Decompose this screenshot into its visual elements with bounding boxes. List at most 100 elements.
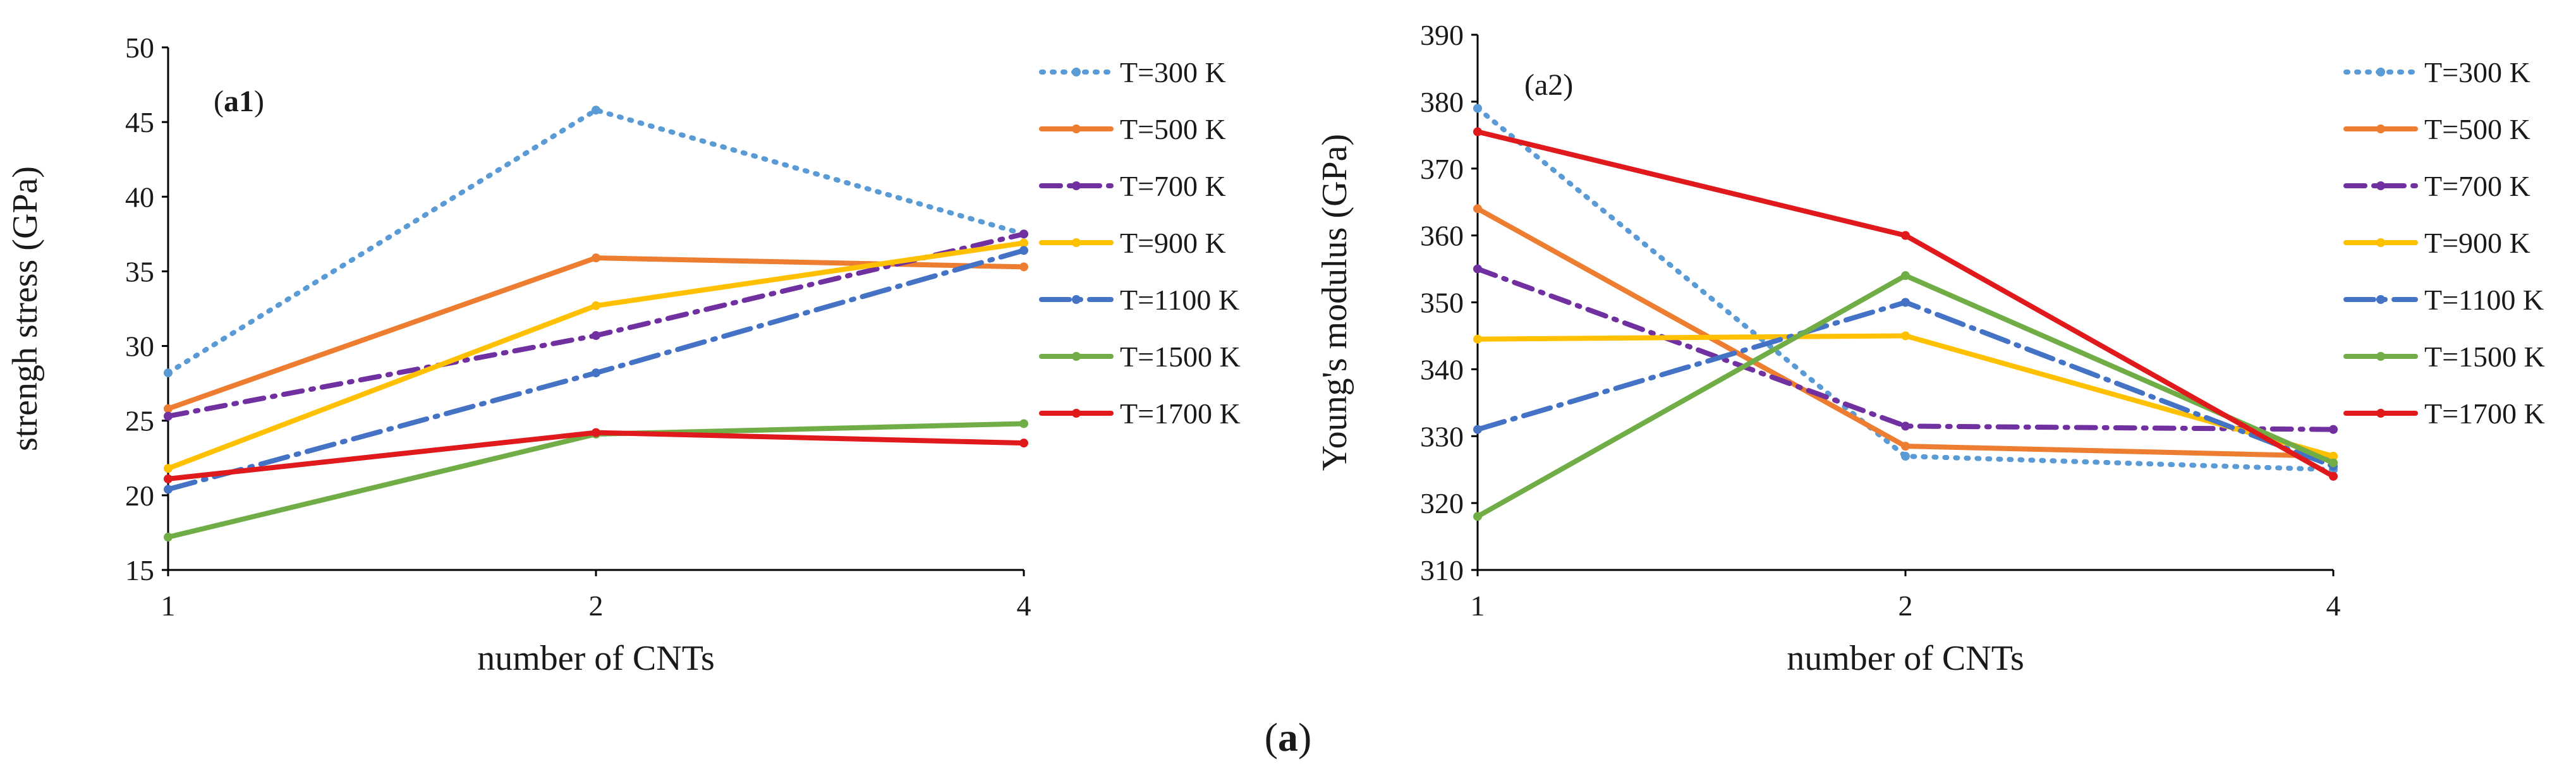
y-tick-label: 25 <box>125 405 154 437</box>
data-point <box>164 474 173 483</box>
panel-label-id: a1 <box>224 85 254 118</box>
legend-label: T=900 K <box>1120 227 1226 259</box>
data-point <box>592 331 600 341</box>
legend-marker <box>1072 352 1081 361</box>
panel-label: (a2) <box>1524 68 1573 102</box>
panel-label-close: ) <box>1563 68 1573 102</box>
data-point <box>592 428 600 437</box>
data-point <box>2329 458 2338 468</box>
series-line-t-900-k <box>1475 333 2336 459</box>
data-point <box>1473 425 1482 434</box>
legend-marker <box>1072 181 1081 190</box>
data-point <box>1901 271 1910 281</box>
legend-marker <box>2376 295 2385 304</box>
data-point <box>1473 127 1482 136</box>
data-point <box>592 368 600 378</box>
x-tick-label: 2 <box>589 590 604 622</box>
data-point <box>592 301 600 310</box>
y-tick-label: 40 <box>125 181 154 213</box>
y-tick-label: 350 <box>1420 287 1464 319</box>
x-tick-label: 2 <box>1899 590 1913 622</box>
panel-label: (a1) <box>214 85 264 118</box>
data-point <box>592 253 600 263</box>
legend-marker <box>1072 124 1081 133</box>
data-point <box>1473 334 1482 344</box>
series-line-t-1500-k <box>1475 273 2336 519</box>
legend-label: T=300 K <box>2424 56 2530 88</box>
y-tick-label: 380 <box>1420 86 1464 118</box>
y-tick-label: 370 <box>1420 153 1464 185</box>
data-point <box>1901 452 1910 461</box>
x-tick-label: 1 <box>1471 590 1485 622</box>
legend-label: T=1500 K <box>1120 341 1241 373</box>
y-tick-label: 45 <box>125 106 154 138</box>
data-point <box>1473 264 1482 274</box>
panel-label-open: ( <box>214 85 224 118</box>
legend-label: T=700 K <box>1120 170 1226 202</box>
panel-label-close: ) <box>254 85 264 118</box>
y-tick-label: 50 <box>125 32 154 64</box>
legend-label: T=1100 K <box>2424 284 2544 316</box>
data-point <box>164 533 173 542</box>
y-tick-label: 30 <box>125 330 154 363</box>
data-point <box>164 411 173 421</box>
chart-youngs-modulus: 310 320 330 340 350 360 370 380 390 1 2 4 Young's mo… <box>1315 19 2545 678</box>
data-point <box>164 485 173 494</box>
data-point <box>1019 229 1028 239</box>
y-tick-label: 360 <box>1420 220 1464 252</box>
data-point <box>1901 298 1910 307</box>
y-tick-label: 340 <box>1420 353 1464 385</box>
legend-marker <box>2376 409 2385 418</box>
data-point <box>164 464 173 473</box>
y-tick-label: 310 <box>1420 554 1464 586</box>
y-tick-label: 330 <box>1420 420 1464 452</box>
x-tick-label: 4 <box>2326 590 2341 622</box>
x-tick-label: 4 <box>1017 590 1031 622</box>
legend-marker <box>2376 238 2385 247</box>
legend-marker <box>1072 238 1081 247</box>
data-point <box>1473 204 1482 214</box>
y-tick-label: 15 <box>125 554 154 586</box>
legend-label: T=1100 K <box>1120 284 1239 316</box>
x-axis-title: number of CNTs <box>1787 639 2024 678</box>
y-axis-title: Young's modulus (GPa) <box>1315 134 1354 471</box>
legend-label: T=500 K <box>1120 113 1226 145</box>
figure-caption: (a) <box>1265 715 1312 760</box>
panel-label-id: a2 <box>1534 68 1563 102</box>
data-point <box>2329 471 2338 481</box>
legend-label: T=300 K <box>1120 56 1226 88</box>
legend-label: T=500 K <box>2424 113 2530 145</box>
data-point <box>2329 452 2338 461</box>
y-axis-title: strengh stress (GPa) <box>6 166 45 451</box>
data-point <box>164 404 173 413</box>
data-point <box>1473 104 1482 113</box>
legend-label: T=1500 K <box>2424 341 2545 373</box>
y-tick-label: 320 <box>1420 487 1464 519</box>
x-axis-title: number of CNTs <box>477 639 715 678</box>
legend-marker <box>1072 68 1081 76</box>
legend-label: T=700 K <box>2424 170 2530 202</box>
x-tick-label: 1 <box>161 590 176 622</box>
data-point <box>1019 419 1028 428</box>
legend-label: T=900 K <box>2424 227 2530 259</box>
legend-marker <box>2376 124 2385 133</box>
data-point <box>1473 512 1482 521</box>
legend-marker <box>2376 181 2385 190</box>
data-point <box>592 106 600 115</box>
legend-marker <box>2376 352 2385 361</box>
panel-label-open: ( <box>1524 68 1534 102</box>
y-tick-label: 390 <box>1420 19 1464 51</box>
legend-marker <box>1072 295 1081 304</box>
data-point <box>1019 439 1028 448</box>
data-point <box>164 368 173 378</box>
data-point <box>1019 262 1028 272</box>
data-point <box>2329 425 2338 434</box>
chart-strength-stress: 15 20 25 30 35 40 45 50 1 2 4 strengh stress (GPa) n… <box>6 32 1241 678</box>
data-point <box>1019 246 1028 255</box>
legend-marker <box>1072 409 1081 418</box>
y-tick-label: 20 <box>125 480 154 512</box>
y-tick-label: 35 <box>125 255 154 288</box>
legend-marker <box>2376 68 2385 76</box>
data-point <box>1901 231 1910 240</box>
